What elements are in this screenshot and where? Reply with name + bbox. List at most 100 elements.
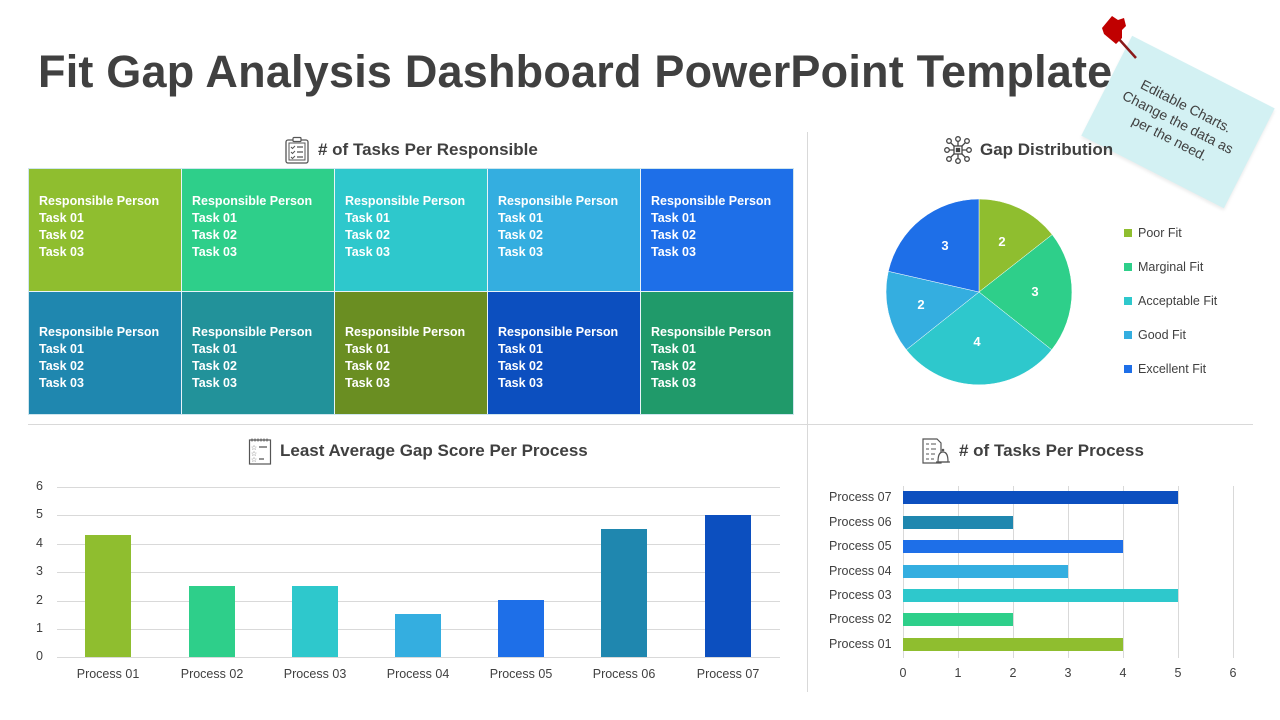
tile-task: Task 02 <box>498 228 543 242</box>
y-tick-label: Process 04 <box>829 564 892 578</box>
checklist-bell-icon <box>922 438 950 464</box>
tile-heading: Responsible Person <box>651 325 772 339</box>
tile-heading: Responsible Person <box>39 325 160 339</box>
tile-task: Task 02 <box>39 228 84 242</box>
y-tick-label: Process 07 <box>829 490 892 504</box>
x-tick-label: Process 03 <box>283 667 347 681</box>
x-tick-label: Process 01 <box>76 667 140 681</box>
section-title-gap-distribution: Gap Distribution <box>944 136 1113 164</box>
tile-task: Task 01 <box>39 342 84 356</box>
svg-text:☆: ☆ <box>251 444 257 452</box>
responsible-tile: Responsible Person Task 01 Task 02 Task … <box>488 292 640 414</box>
x-tick-label: Process 06 <box>592 667 656 681</box>
legend-swatch <box>1124 229 1132 237</box>
tile-task: Task 02 <box>192 359 237 373</box>
svg-text:☆: ☆ <box>251 456 257 464</box>
section-title-text: # of Tasks Per Process <box>959 441 1144 460</box>
tile-heading: Responsible Person <box>39 194 160 208</box>
tile-task: Task 03 <box>39 245 84 259</box>
pie-slice-acceptable-fit <box>905 291 1053 385</box>
star-list-icon: ☆ ☆ ☆ <box>248 438 272 465</box>
section-title-text: Least Average Gap Score Per Process <box>280 441 588 460</box>
svg-text:☆: ☆ <box>251 450 257 458</box>
x-tick-label: 0 <box>899 666 907 680</box>
section-title-text: # of Tasks Per Responsible <box>318 140 538 159</box>
pie-legend: Poor Fit Marginal Fit Acceptable Fit Goo… <box>1124 216 1217 386</box>
y-tick-label: Process 03 <box>829 588 892 602</box>
least-average-gap-column-chart: 6 5 4 3 2 1 0 Process 01 Process 02 Proc… <box>28 478 788 688</box>
responsible-tile: Responsible Person Task 01 Task 02 Task … <box>182 292 334 414</box>
y-tick-label: 3 <box>36 564 43 578</box>
responsible-tile: Responsible Person Task 01 Task 02 Task … <box>29 169 181 291</box>
x-tick-label: Process 07 <box>696 667 760 681</box>
pie-slice-excellent-fit <box>888 198 980 293</box>
column-bar-process-04 <box>395 614 441 657</box>
y-tick-label: 2 <box>36 593 43 607</box>
legend-item: Poor Fit <box>1124 216 1217 250</box>
gap-distribution-pie-chart: 2 3 4 2 3 <box>885 198 1073 385</box>
gridline <box>57 544 780 545</box>
tile-heading: Responsible Person <box>345 194 466 208</box>
y-tick-label: 0 <box>36 649 43 663</box>
responsible-tile: Responsible Person Task 01 Task 02 Task … <box>335 292 487 414</box>
column-bar-process-06 <box>601 529 647 657</box>
y-tick-label: Process 06 <box>829 515 892 529</box>
gridline <box>57 487 780 488</box>
horizontal-divider <box>28 424 1253 425</box>
legend-label: Acceptable Fit <box>1138 294 1218 308</box>
tile-heading: Responsible Person <box>345 325 466 339</box>
pie-slice-marginal-fit <box>978 234 1073 351</box>
tile-task: Task 02 <box>651 228 696 242</box>
x-tick-label: 3 <box>1064 666 1072 680</box>
responsible-tile: Responsible Person Task 01 Task 02 Task … <box>29 292 181 414</box>
tile-task: Task 03 <box>651 376 696 390</box>
x-tick-label: 2 <box>1009 666 1017 680</box>
gridline <box>57 601 780 602</box>
tile-task: Task 02 <box>345 228 390 242</box>
tile-heading: Responsible Person <box>192 325 313 339</box>
vertical-divider <box>807 132 808 692</box>
section-title-text: Gap Distribution <box>980 140 1114 159</box>
column-bar-process-03 <box>292 586 338 657</box>
column-bar-process-07 <box>705 515 751 657</box>
x-tick-label: Process 05 <box>489 667 553 681</box>
tile-task: Task 01 <box>39 211 84 225</box>
y-tick-label: 5 <box>36 507 43 521</box>
network-hub-icon <box>944 136 972 164</box>
legend-label: Excellent Fit <box>1138 362 1207 376</box>
pie-slice-good-fit <box>885 271 980 351</box>
y-tick-label: Process 02 <box>829 612 892 626</box>
tile-task: Task 03 <box>39 376 84 390</box>
page-title: Fit Gap Analysis Dashboard PowerPoint Te… <box>38 46 1113 97</box>
tile-task: Task 03 <box>651 245 696 259</box>
bar-process-02 <box>903 613 1013 626</box>
x-tick-label: 1 <box>954 666 962 680</box>
column-bar-process-05 <box>498 600 544 657</box>
tile-task: Task 02 <box>498 359 543 373</box>
legend-swatch <box>1124 263 1132 271</box>
tile-task: Task 01 <box>345 342 390 356</box>
y-tick-label: Process 01 <box>829 637 892 651</box>
bar-process-06 <box>903 516 1013 529</box>
responsible-tile: Responsible Person Task 01 Task 02 Task … <box>488 169 640 291</box>
tile-task: Task 03 <box>498 245 543 259</box>
tile-task: Task 03 <box>345 245 390 259</box>
pie-slice-poor-fit <box>978 198 1053 293</box>
bar-process-05 <box>903 540 1123 553</box>
tile-task: Task 02 <box>192 228 237 242</box>
clipboard-checklist-icon <box>285 136 309 164</box>
tile-task: Task 03 <box>498 376 543 390</box>
gridline <box>1178 486 1179 658</box>
tile-task: Task 01 <box>651 211 696 225</box>
responsible-tiles-grid: Responsible Person Task 01 Task 02 Task … <box>28 168 794 415</box>
push-pin-icon <box>1102 16 1137 59</box>
gridline <box>57 572 780 573</box>
tile-heading: Responsible Person <box>498 194 619 208</box>
legend-label: Marginal Fit <box>1138 260 1204 274</box>
y-tick-label: 1 <box>36 621 43 635</box>
x-tick-label: 4 <box>1119 666 1127 680</box>
responsible-tile: Responsible Person Task 01 Task 02 Task … <box>335 169 487 291</box>
bar-process-01 <box>903 638 1123 651</box>
gridline <box>1123 486 1124 658</box>
gridline <box>1233 486 1234 658</box>
